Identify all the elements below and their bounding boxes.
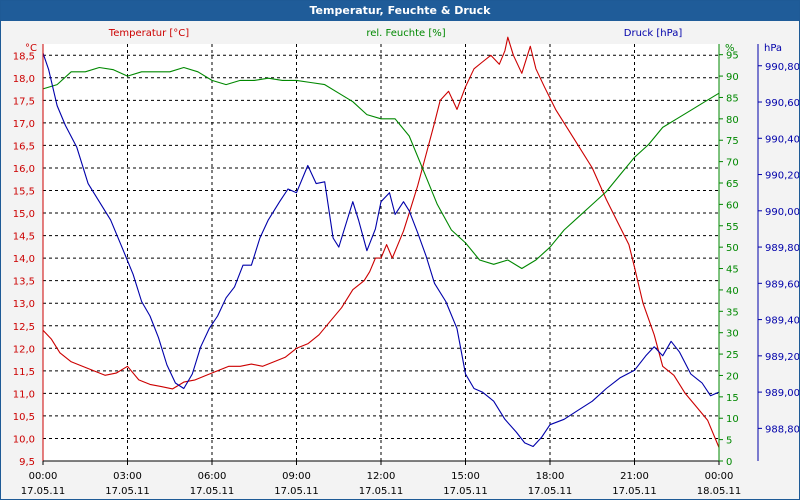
window-title: Temperatur, Feuchte & Druck <box>1 1 799 21</box>
humidity-tick-label: 25 <box>726 350 739 361</box>
x-tick-label-date: 17.05.11 <box>612 486 657 497</box>
x-tick-label-date: 17.05.11 <box>443 486 488 497</box>
temperature-tick-label: 18,0 <box>13 74 35 85</box>
temperature-tick-label: 13,5 <box>13 277 35 288</box>
temperature-tick-label: 15,5 <box>13 187 35 198</box>
temperature-tick-label: 17,0 <box>13 119 35 130</box>
x-tick-label-time: 00:00 <box>29 471 58 482</box>
temperature-series-line <box>42 36 720 448</box>
temperature-axis-label: Temperatur [°C] <box>108 28 189 39</box>
pressure-tick-label: 990,40 <box>765 134 799 145</box>
humidity-tick-label: 35 <box>726 307 739 318</box>
humidity-tick-label: 85 <box>726 93 739 104</box>
pressure-tick-label: 989,40 <box>765 316 799 327</box>
pressure-series-line <box>42 52 720 448</box>
humidity-tick-label: 65 <box>726 179 739 190</box>
x-tick-label-time: 00:00 <box>705 471 734 482</box>
x-tick-label-time: 03:00 <box>113 471 142 482</box>
humidity-tick-label: 95 <box>726 51 739 62</box>
labels-layer: 00:00 17.05.11 03:00 17.05.11 06:00 17.05.11 0… <box>13 28 799 497</box>
humidity-tick-label: 55 <box>726 222 739 233</box>
pressure-unit: hPa <box>764 43 782 54</box>
temperature-tick-label: 11,0 <box>13 389 35 400</box>
axes-layer <box>42 44 762 465</box>
x-tick-label-date: 17.05.11 <box>359 486 404 497</box>
x-tick-label-time: 18:00 <box>536 471 565 482</box>
humidity-tick-label: 30 <box>726 329 739 340</box>
pressure-tick-label: 989,00 <box>765 388 799 399</box>
humidity-tick-label: 45 <box>726 265 739 276</box>
humidity-tick-label: 40 <box>726 286 739 297</box>
x-tick-label-time: 09:00 <box>282 471 311 482</box>
humidity-tick-label: 15 <box>726 393 739 404</box>
plot-area <box>43 44 719 461</box>
humidity-tick-label: 90 <box>726 72 739 83</box>
pressure-tick-label: 989,80 <box>765 243 799 254</box>
temperature-tick-label: 14,0 <box>13 254 35 265</box>
pressure-axis-label: Druck [hPa] <box>624 28 683 39</box>
temperature-tick-label: 18,5 <box>13 51 35 62</box>
humidity-tick-label: 10 <box>726 414 739 425</box>
humidity-tick-label: 20 <box>726 371 739 382</box>
humidity-tick-label: 60 <box>726 200 739 211</box>
humidity-tick-label: 5 <box>726 436 732 447</box>
temperature-tick-label: 9,5 <box>19 457 35 468</box>
pressure-tick-label: 990,20 <box>765 171 799 182</box>
x-tick-label-time: 15:00 <box>451 471 480 482</box>
temperature-tick-label: 14,5 <box>13 232 35 243</box>
temperature-tick-label: 10,0 <box>13 434 35 445</box>
humidity-tick-label: 0 <box>726 457 732 468</box>
humidity-tick-label: 75 <box>726 136 739 147</box>
x-tick-label-date: 17.05.11 <box>105 486 150 497</box>
temperature-tick-label: 12,5 <box>13 322 35 333</box>
temperature-tick-label: 16,5 <box>13 141 35 152</box>
pressure-tick-label: 990,80 <box>765 62 799 73</box>
temperature-tick-label: 13,0 <box>13 299 35 310</box>
x-tick-label-date: 18.05.11 <box>697 486 742 497</box>
x-tick-label-date: 17.05.11 <box>274 486 319 497</box>
series-layer <box>42 36 720 448</box>
temperature-unit: °C <box>25 43 37 54</box>
pressure-tick-label: 990,00 <box>765 207 799 218</box>
humidity-tick-label: 50 <box>726 243 739 254</box>
temperature-tick-label: 10,5 <box>13 412 35 423</box>
pressure-tick-label: 989,20 <box>765 352 799 363</box>
temperature-tick-label: 16,0 <box>13 164 35 175</box>
temperature-tick-label: 11,5 <box>13 367 35 378</box>
humidity-tick-label: 80 <box>726 115 739 126</box>
x-tick-label-time: 06:00 <box>198 471 227 482</box>
x-tick-label-date: 17.05.11 <box>528 486 573 497</box>
humidity-axis-label: rel. Feuchte [%] <box>366 28 445 39</box>
pressure-tick-label: 990,60 <box>765 98 799 109</box>
pressure-tick-label: 989,60 <box>765 279 799 290</box>
x-tick-label-time: 21:00 <box>620 471 649 482</box>
x-tick-label-date: 17.05.11 <box>190 486 235 497</box>
x-tick-label-time: 12:00 <box>367 471 396 482</box>
temperature-tick-label: 15,0 <box>13 209 35 220</box>
pressure-tick-label: 988,80 <box>765 424 799 435</box>
humidity-tick-label: 70 <box>726 158 739 169</box>
humidity-unit: % <box>725 43 735 54</box>
temperature-tick-label: 12,0 <box>13 344 35 355</box>
x-tick-label-date: 17.05.11 <box>21 486 66 497</box>
humidity-series-line <box>42 66 720 270</box>
temperature-tick-label: 17,5 <box>13 96 35 107</box>
